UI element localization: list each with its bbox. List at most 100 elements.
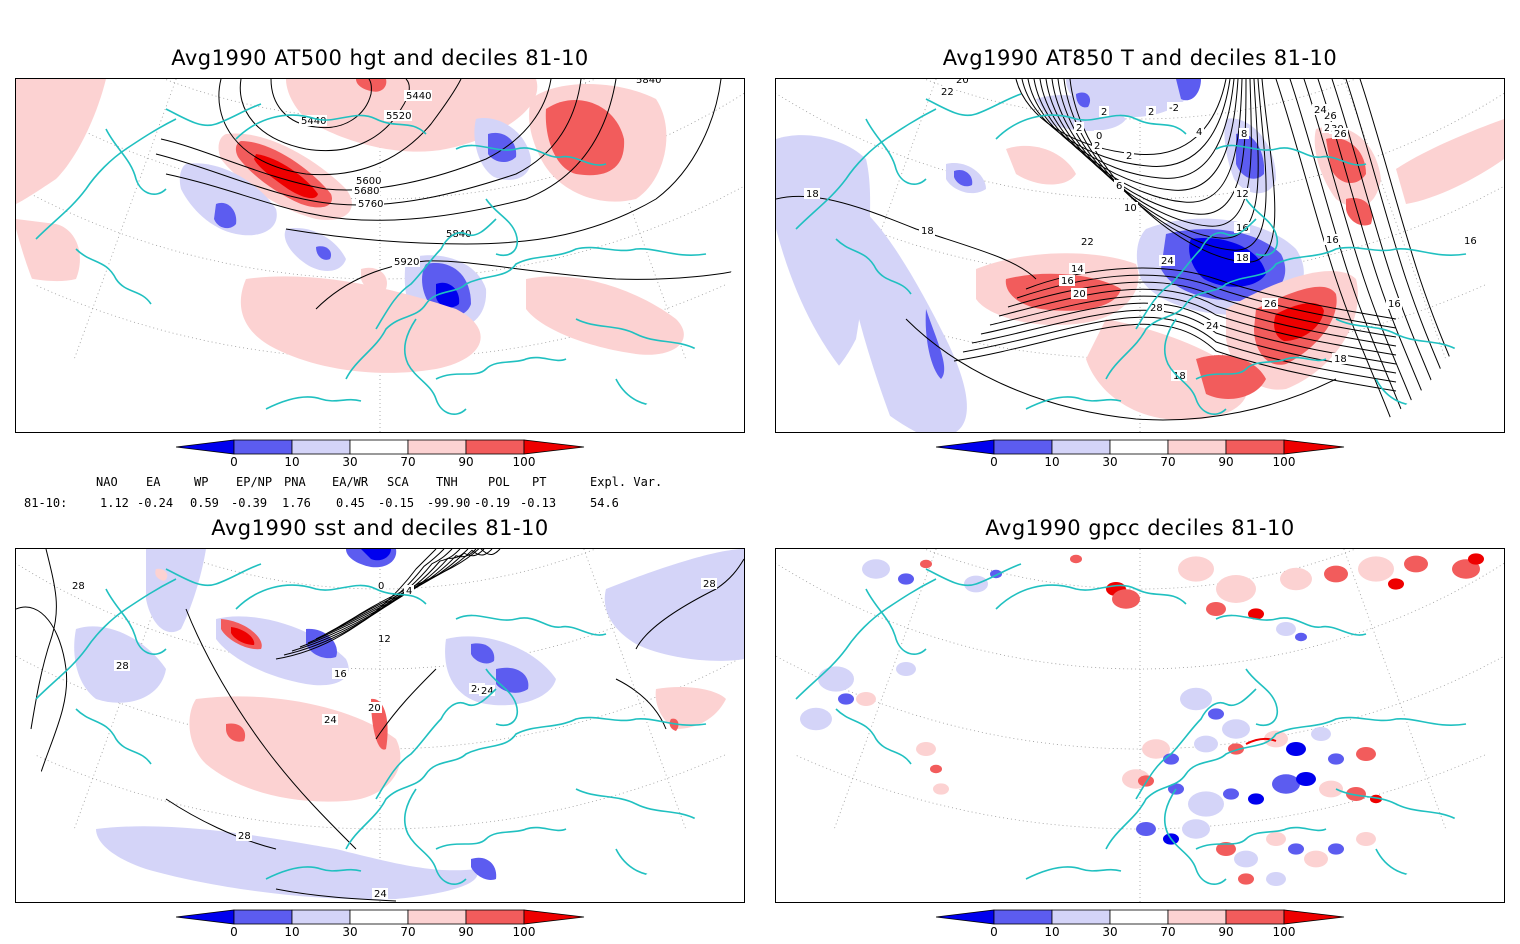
coastline (345, 246, 707, 380)
coastline (235, 114, 427, 140)
contour-label: 26 (1324, 111, 1337, 122)
coastline (1335, 788, 1457, 820)
contour-label: 14 (1071, 264, 1084, 275)
contour-line (285, 79, 722, 245)
contour-label: 16 (1388, 299, 1401, 310)
contour-label: 28 (238, 831, 251, 842)
coastline (485, 198, 518, 256)
contour-line (962, 316, 1397, 383)
contour-line (905, 318, 1337, 421)
contour-label: 26 (1334, 129, 1347, 140)
contour-label: 18 (921, 226, 934, 237)
colorbar-segment (1051, 439, 1111, 455)
contour-line (1021, 79, 1231, 167)
coastline (165, 563, 262, 587)
contour-label-bg (236, 830, 252, 841)
colorbar-4: 0 10 30 70 90 100 (935, 908, 1346, 940)
colorbar-label: 0 (230, 455, 238, 469)
coastline (105, 128, 167, 195)
contour-line (160, 79, 552, 191)
contour-line (218, 79, 462, 176)
colorbar-label: 100 (1272, 925, 1296, 939)
contour-label-bg (1204, 320, 1220, 331)
index-header-cell: PNA (284, 475, 306, 489)
domain-mask-right (606, 699, 744, 902)
precip-anomaly-cell (1206, 602, 1226, 616)
panel-title-temperature: Avg1990 AT850 T and deciles 81-10 (942, 46, 1338, 70)
contour-label: 18 (1173, 371, 1186, 382)
contour-line (16, 606, 68, 790)
contour-line (953, 323, 1397, 392)
contour-label: 2 (1076, 123, 1082, 134)
anomaly-medium-blue (471, 643, 495, 664)
contour-line (283, 549, 445, 656)
colorbar-label: 70 (1160, 455, 1176, 469)
contour-line (275, 888, 397, 902)
contour-line (299, 549, 461, 648)
contour-label: 18 (1334, 354, 1347, 365)
colorbar-label: 100 (1272, 455, 1296, 469)
contour-label-bg (1171, 370, 1187, 381)
coastline (1164, 318, 1227, 415)
contour-label: 4 (406, 586, 412, 597)
colorbar-segment (1225, 439, 1285, 455)
precip-anomaly-cell (1180, 687, 1212, 711)
coastline (1164, 788, 1227, 885)
contour-line (1025, 267, 1397, 320)
index-value-cell: -0.24 (137, 496, 174, 510)
precip-anomaly-cell (1276, 622, 1296, 636)
domain-mask-left (776, 229, 916, 432)
contour-label-bg (1074, 122, 1084, 133)
contour-label: 5760 (358, 199, 383, 210)
coastline-group (235, 114, 727, 415)
precip-anomaly-cell (862, 559, 890, 579)
colorbar-1: 0 10 30 70 90 100 (175, 438, 586, 470)
coastline (75, 248, 152, 305)
colorbar-arrow-left (935, 909, 995, 925)
contour-label-bg (1234, 188, 1250, 199)
contour-label-bg (1148, 302, 1164, 313)
contour-label: 24 (471, 684, 484, 695)
colorbar-arrow-right (1283, 439, 1345, 455)
anomaly-dark-blue (361, 549, 391, 561)
contour-label-bg (1071, 288, 1087, 299)
anomaly-dark-red (231, 627, 255, 645)
precip-anomaly-cell (930, 764, 942, 774)
colorbar-segment (993, 909, 1053, 925)
colorbar-label: 30 (1102, 925, 1118, 939)
map-hgt: 5440 5520 5440 5600 5680 5760 5840 5920 5840 (15, 78, 745, 433)
colorbar-segment (1109, 439, 1169, 455)
contour-label: -2 (1169, 103, 1179, 114)
anomaly-light-blue (1066, 79, 1196, 118)
coastline-americas (795, 563, 1022, 765)
index-header-cell: WP (194, 475, 209, 489)
contour-label: 28 (72, 581, 85, 592)
anomaly-light-red (1086, 319, 1248, 420)
contour-label-bg (1146, 106, 1156, 117)
precip-anomaly-cell (1324, 565, 1348, 583)
contour-label-bg (1099, 106, 1109, 117)
colorbar-label: 10 (1044, 455, 1060, 469)
colorbar-label: 90 (1218, 925, 1234, 939)
precip-anomaly-cell (1404, 555, 1428, 573)
precip-anomaly-cell (1136, 822, 1156, 836)
colorbar-segment (993, 439, 1053, 455)
map-sst: 0 4 12 16 20 24 24 24 28 28 28 28 24 (15, 548, 745, 903)
colorbar-label: 0 (990, 925, 998, 939)
contour-label-bg (332, 668, 348, 679)
contour-label-bg (1234, 222, 1250, 233)
colorbar-segment (1225, 909, 1285, 925)
contour-line (165, 79, 617, 221)
contour-label-bg (299, 115, 327, 126)
precip-anomaly-cell (1358, 556, 1394, 582)
coastline (1025, 396, 1122, 410)
coastline (995, 114, 1187, 140)
precip-anomaly-cell (1319, 780, 1343, 798)
contour-label: 8 (1241, 129, 1247, 140)
coastline (435, 826, 567, 850)
contour-line (1039, 79, 1243, 203)
precip-anomaly-cell (1194, 735, 1218, 753)
anomaly-medium-blue (1076, 92, 1091, 108)
precip-anomaly-cell (1356, 832, 1376, 846)
anomaly-light-red (16, 79, 106, 204)
